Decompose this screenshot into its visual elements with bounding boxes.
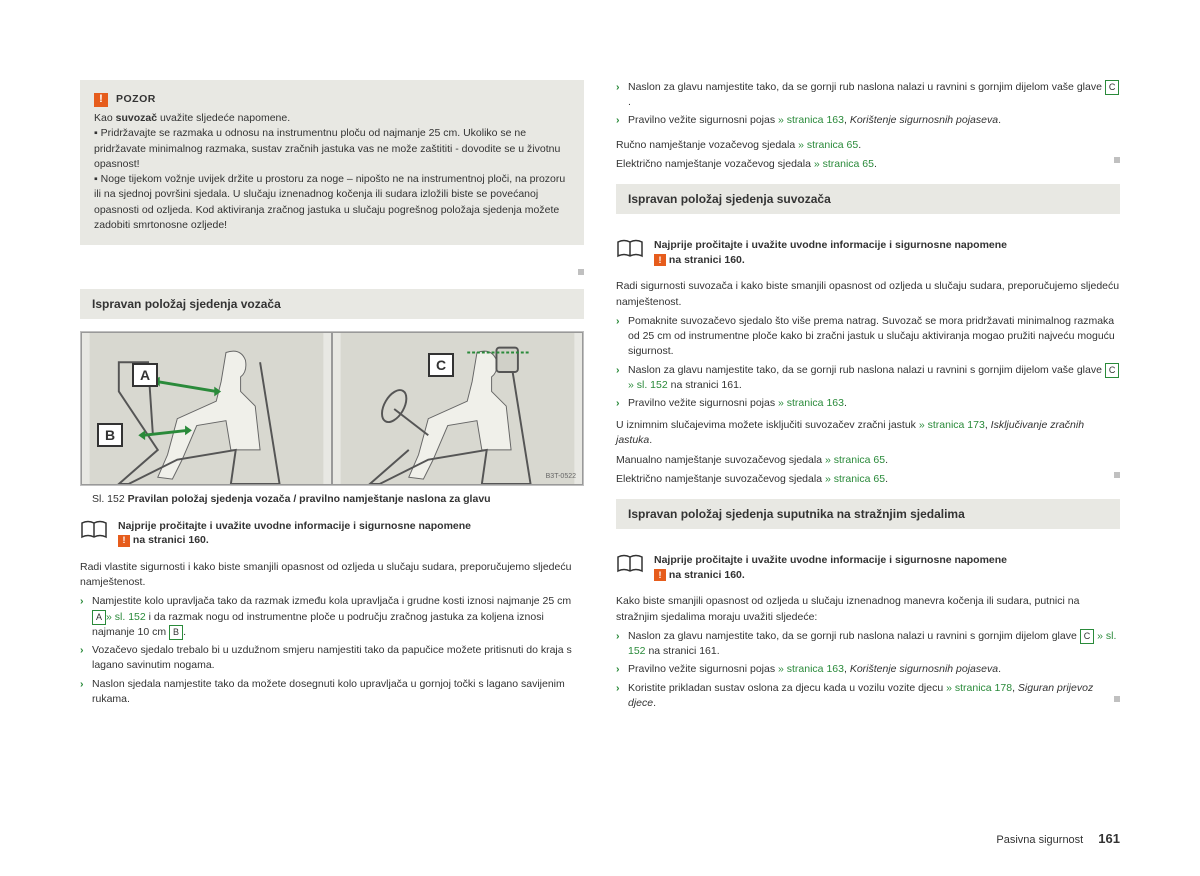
body-text: Ručno namještanje vozačevog sjedala » st…: [616, 138, 1120, 153]
figure-label-b: B: [97, 423, 123, 447]
info-row: Najprije pročitajte i uvažite uvodne inf…: [616, 553, 1120, 582]
list-item: Pravilno vežite sigurnosni pojas » stran…: [616, 662, 1120, 677]
warning-item: Noge tijekom vožnje uvijek držite u pros…: [94, 172, 570, 233]
warning-box: ! POZOR Kao suvozač uvažite sljedeće nap…: [80, 80, 584, 245]
list-item: Naslon sjedala namjestite tako da možete…: [80, 677, 584, 707]
footer-section: Pasivna sigurnost: [996, 834, 1083, 846]
inline-warn-icon: !: [654, 254, 666, 266]
body-text: Električno namještanje suvozačevog sjeda…: [616, 472, 1120, 487]
bullet-list: Naslon za glavu namjestite tako, da se g…: [616, 629, 1120, 714]
bullet-list: Namjestite kolo upravljača tako da razma…: [80, 594, 584, 710]
info-text: Najprije pročitajte i uvažite uvodne inf…: [118, 519, 471, 548]
end-square: [578, 269, 584, 275]
footer-page: 161: [1098, 831, 1120, 846]
section-header: Ispravan položaj sjedenja suvozača: [616, 184, 1120, 214]
figure-label-a: A: [132, 363, 158, 387]
inline-warn-icon: !: [654, 569, 666, 581]
figure-left: A B: [81, 332, 332, 485]
list-item: Pomaknite suvozačevo sjedalo što više pr…: [616, 314, 1120, 360]
figure-area: A B C B3T-0522: [80, 331, 584, 486]
book-icon: [616, 238, 644, 267]
warning-title: POZOR: [116, 92, 156, 107]
list-item: Pravilno vežite sigurnosni pojas » stran…: [616, 396, 1120, 411]
warning-intro: Kao suvozač uvažite sljedeće napomene.: [94, 111, 570, 126]
list-item: Namjestite kolo upravljača tako da razma…: [80, 594, 584, 640]
list-item: Koristite prikladan sustav oslona za dje…: [616, 681, 1120, 711]
list-item: Naslon za glavu namjestite tako, da se g…: [616, 629, 1120, 659]
section-header: Ispravan položaj sjedenja suputnika na s…: [616, 499, 1120, 529]
end-square: [1114, 696, 1120, 702]
page-footer: Pasivna sigurnost 161: [996, 831, 1120, 846]
info-text: Najprije pročitajte i uvažite uvodne inf…: [654, 238, 1007, 267]
list-item: Naslon za glavu namjestite tako, da se g…: [616, 363, 1120, 393]
warning-list: Pridržavajte se razmaka u odnosu na inst…: [94, 126, 570, 233]
warning-item: Pridržavajte se razmaka u odnosu na inst…: [94, 126, 570, 172]
info-row: Najprije pročitajte i uvažite uvodne inf…: [80, 519, 584, 548]
list-item: Vozačevo sjedalo trebalo bi u uzdužnom s…: [80, 643, 584, 673]
end-square: [1114, 472, 1120, 478]
body-text: Električno namještanje vozačevog sjedala…: [616, 157, 1120, 172]
info-row: Najprije pročitajte i uvažite uvodne inf…: [616, 238, 1120, 267]
end-square: [1114, 157, 1120, 163]
figure-label-c: C: [428, 353, 454, 377]
figure-caption: Sl. 152 Pravilan položaj sjedenja vozača…: [80, 492, 584, 507]
body-text: Radi sigurnosti suvozača i kako biste sm…: [616, 279, 1120, 309]
list-item: Pravilno vežite sigurnosni pojas » stran…: [616, 113, 1120, 128]
list-item: Naslon za glavu namjestite tako, da se g…: [616, 80, 1120, 110]
right-column: Naslon za glavu namjestite tako, da se g…: [616, 80, 1120, 846]
warning-icon: !: [94, 93, 108, 107]
figure-code: B3T-0522: [546, 473, 576, 480]
left-column: ! POZOR Kao suvozač uvažite sljedeće nap…: [80, 80, 584, 846]
body-text: U iznimnim slučajevima možete isključiti…: [616, 418, 1120, 448]
bullet-list: Pomaknite suvozačevo sjedalo što više pr…: [616, 314, 1120, 414]
section-header: Ispravan položaj sjedenja vozača: [80, 289, 584, 319]
body-text: Radi vlastite sigurnosti i kako biste sm…: [80, 560, 584, 590]
figure-right: C B3T-0522: [332, 332, 583, 485]
info-text: Najprije pročitajte i uvažite uvodne inf…: [654, 553, 1007, 582]
body-text: Kako biste smanjili opasnost od ozljeda …: [616, 594, 1120, 624]
book-icon: [80, 519, 108, 548]
book-icon: [616, 553, 644, 582]
body-text: Manualno namještanje suvozačevog sjedala…: [616, 453, 1120, 468]
bullet-list: Naslon za glavu namjestite tako, da se g…: [616, 80, 1120, 132]
inline-warn-icon: !: [118, 535, 130, 547]
